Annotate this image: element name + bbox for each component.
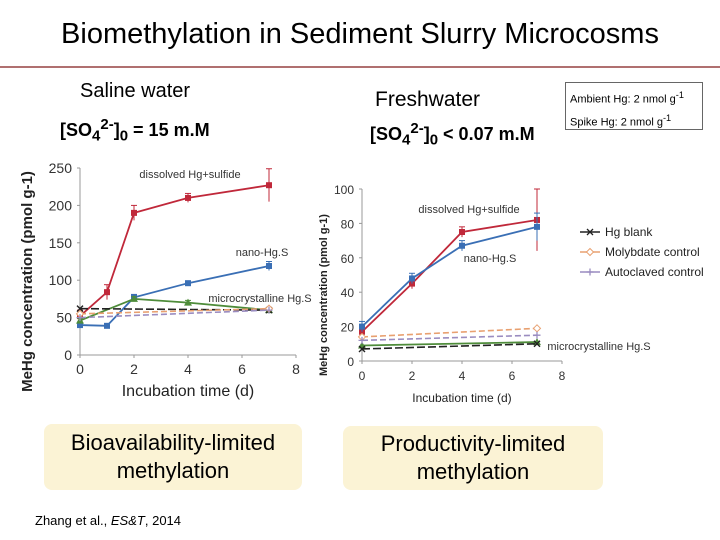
y-tick-label: 150	[49, 235, 73, 251]
x-axis-title: Incubation time (d)	[122, 383, 255, 400]
title-divider	[0, 66, 720, 68]
annotation-nano: nano-Hg.S	[464, 253, 517, 265]
x-tick-label: 4	[184, 361, 192, 377]
data-point-nano	[185, 280, 191, 287]
data-point-dissolved	[185, 194, 191, 201]
y-tick-label: 20	[341, 321, 355, 335]
note-ambient: Ambient Hg: 2 nmol g-1	[570, 90, 684, 106]
x-tick-label: 8	[292, 361, 300, 377]
series-line-micro	[79, 297, 270, 322]
x-tick-label: 0	[76, 361, 84, 377]
x-tick-label: 0	[359, 369, 366, 383]
series-line-micro	[361, 341, 538, 347]
series-line-hg_blank	[361, 343, 538, 350]
x-tick-label: 6	[509, 369, 516, 383]
data-point-molybdate	[532, 324, 542, 333]
data-point-dissolved	[104, 289, 110, 296]
data-point-hg_blank	[533, 340, 541, 348]
citation: Zhang et al., ES&T, 2014	[35, 513, 182, 528]
legend-label-autoclaved: Autoclaved control	[605, 265, 704, 279]
series-line-dissolved	[361, 219, 538, 333]
y-tick-label: 100	[49, 272, 73, 288]
series-line-nano	[361, 225, 538, 328]
legend-label-hg_blank: Hg blank	[605, 225, 653, 239]
y-axis-title: MeHg concentration (pmol g-1)	[19, 171, 36, 392]
box-productivity: Productivity-limited methylation	[343, 426, 603, 490]
y-tick-label: 40	[341, 286, 355, 300]
box-bioavailability: Bioavailability-limited methylation	[44, 424, 302, 490]
data-point-nano	[534, 223, 540, 230]
data-point-autoclaved	[265, 306, 273, 314]
data-point-nano	[359, 323, 365, 330]
y-tick-label: 200	[49, 197, 73, 213]
y-tick-label: 0	[347, 355, 354, 369]
annotation-nano: nano-Hg.S	[236, 247, 289, 259]
annotation-dissolved: dissolved Hg+sulfide	[418, 204, 519, 216]
annotation-micro: microcrystalline Hg.S	[208, 293, 311, 305]
data-point-micro	[533, 338, 541, 346]
legend-marker-hg_blank	[586, 228, 594, 236]
saline-heading: Saline water	[80, 80, 191, 102]
data-point-micro	[184, 298, 192, 306]
legend-marker-molybdate	[585, 247, 595, 257]
data-point-micro	[130, 294, 138, 302]
y-tick-label: 0	[64, 347, 72, 363]
data-point-dissolved	[459, 229, 465, 235]
fresh-sulfate-label: [SO42-]0 < 0.07 m.M	[370, 120, 535, 149]
data-point-autoclaved	[533, 331, 541, 339]
y-tick-label: 50	[56, 310, 72, 326]
series-line-molybdate	[361, 327, 538, 338]
freshwater-heading: Freshwater	[375, 88, 481, 111]
legend-marker-autoclaved	[586, 268, 594, 276]
data-point-autoclaved	[358, 336, 366, 344]
data-point-hg_blank	[76, 305, 84, 313]
x-tick-label: 2	[409, 369, 416, 383]
data-point-nano	[104, 322, 110, 329]
y-tick-label: 80	[341, 217, 355, 231]
x-axis-title: Incubation time (d)	[412, 391, 511, 405]
data-point-nano	[77, 322, 83, 329]
y-axis-title: MeHg concentration (pmol g-1)	[318, 214, 330, 376]
data-point-hg_blank	[358, 345, 366, 353]
x-tick-label: 6	[238, 361, 246, 377]
saline-sulfate-label: [SO42-]0 = 15 m.M	[60, 116, 210, 145]
series-line-autoclaved	[361, 334, 538, 342]
slide-title: Biomethylation in Sediment Slurry Microc…	[61, 18, 659, 50]
data-point-dissolved	[131, 209, 137, 216]
legend-label-molybdate: Molybdate control	[605, 245, 700, 259]
data-point-nano	[459, 242, 465, 249]
data-point-nano	[409, 275, 415, 282]
y-tick-label: 60	[341, 252, 355, 266]
hg-spike-note: Ambient Hg: 2 nmol g-1 Spike Hg: 2 nmol …	[565, 82, 703, 130]
x-tick-label: 2	[130, 361, 138, 377]
annotation-micro: microcrystalline Hg.S	[547, 341, 650, 353]
note-spike: Spike Hg: 2 nmol g-1	[570, 112, 672, 129]
x-tick-label: 8	[559, 369, 566, 383]
y-tick-label: 250	[49, 160, 73, 176]
data-point-nano	[266, 262, 272, 269]
x-tick-label: 4	[459, 369, 466, 383]
series-line-autoclaved	[79, 309, 270, 319]
series-line-molybdate	[79, 307, 270, 315]
annotation-dissolved: dissolved Hg+sulfide	[139, 169, 240, 181]
data-point-dissolved	[266, 182, 272, 189]
y-tick-label: 100	[334, 183, 354, 197]
data-point-autoclaved	[76, 314, 84, 322]
